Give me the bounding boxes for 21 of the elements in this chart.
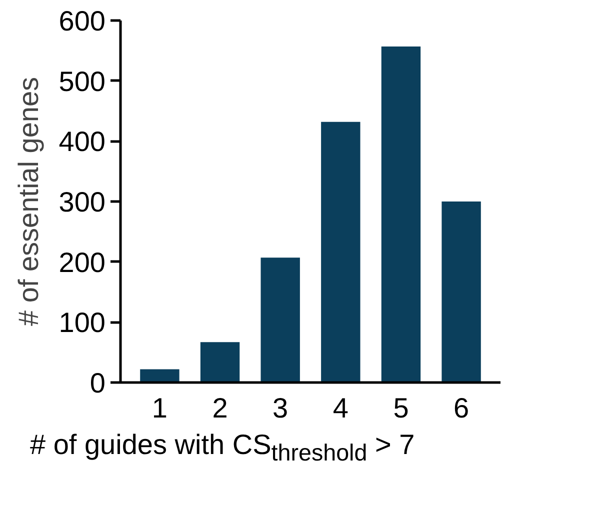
bar [442,202,481,382]
x-tick-label: 1 [152,392,168,424]
x-tick-label: 6 [454,392,470,424]
x-tick-label: 4 [332,392,348,424]
bar [140,369,180,382]
bar [321,122,360,382]
y-tick-label: 200 [58,246,106,278]
x-tick-label: 2 [212,392,228,424]
bar [260,258,300,382]
x-tick-label: 3 [272,392,288,424]
y-tick-label: 0 [90,368,106,398]
y-tick-label: 500 [58,66,106,97]
y-tick-label: 100 [58,307,106,338]
y-tick-label: 600 [58,6,106,36]
x-axis-title: # of guides with CS$_{threshold}$ > 7 [30,428,415,468]
bar [200,342,240,382]
y-tick-label: 300 [58,186,106,218]
y-tick-label: 400 [58,126,106,158]
y-axis-title: # of essential genes [12,76,44,326]
bar [381,46,421,382]
x-tick-label: 5 [393,392,409,424]
